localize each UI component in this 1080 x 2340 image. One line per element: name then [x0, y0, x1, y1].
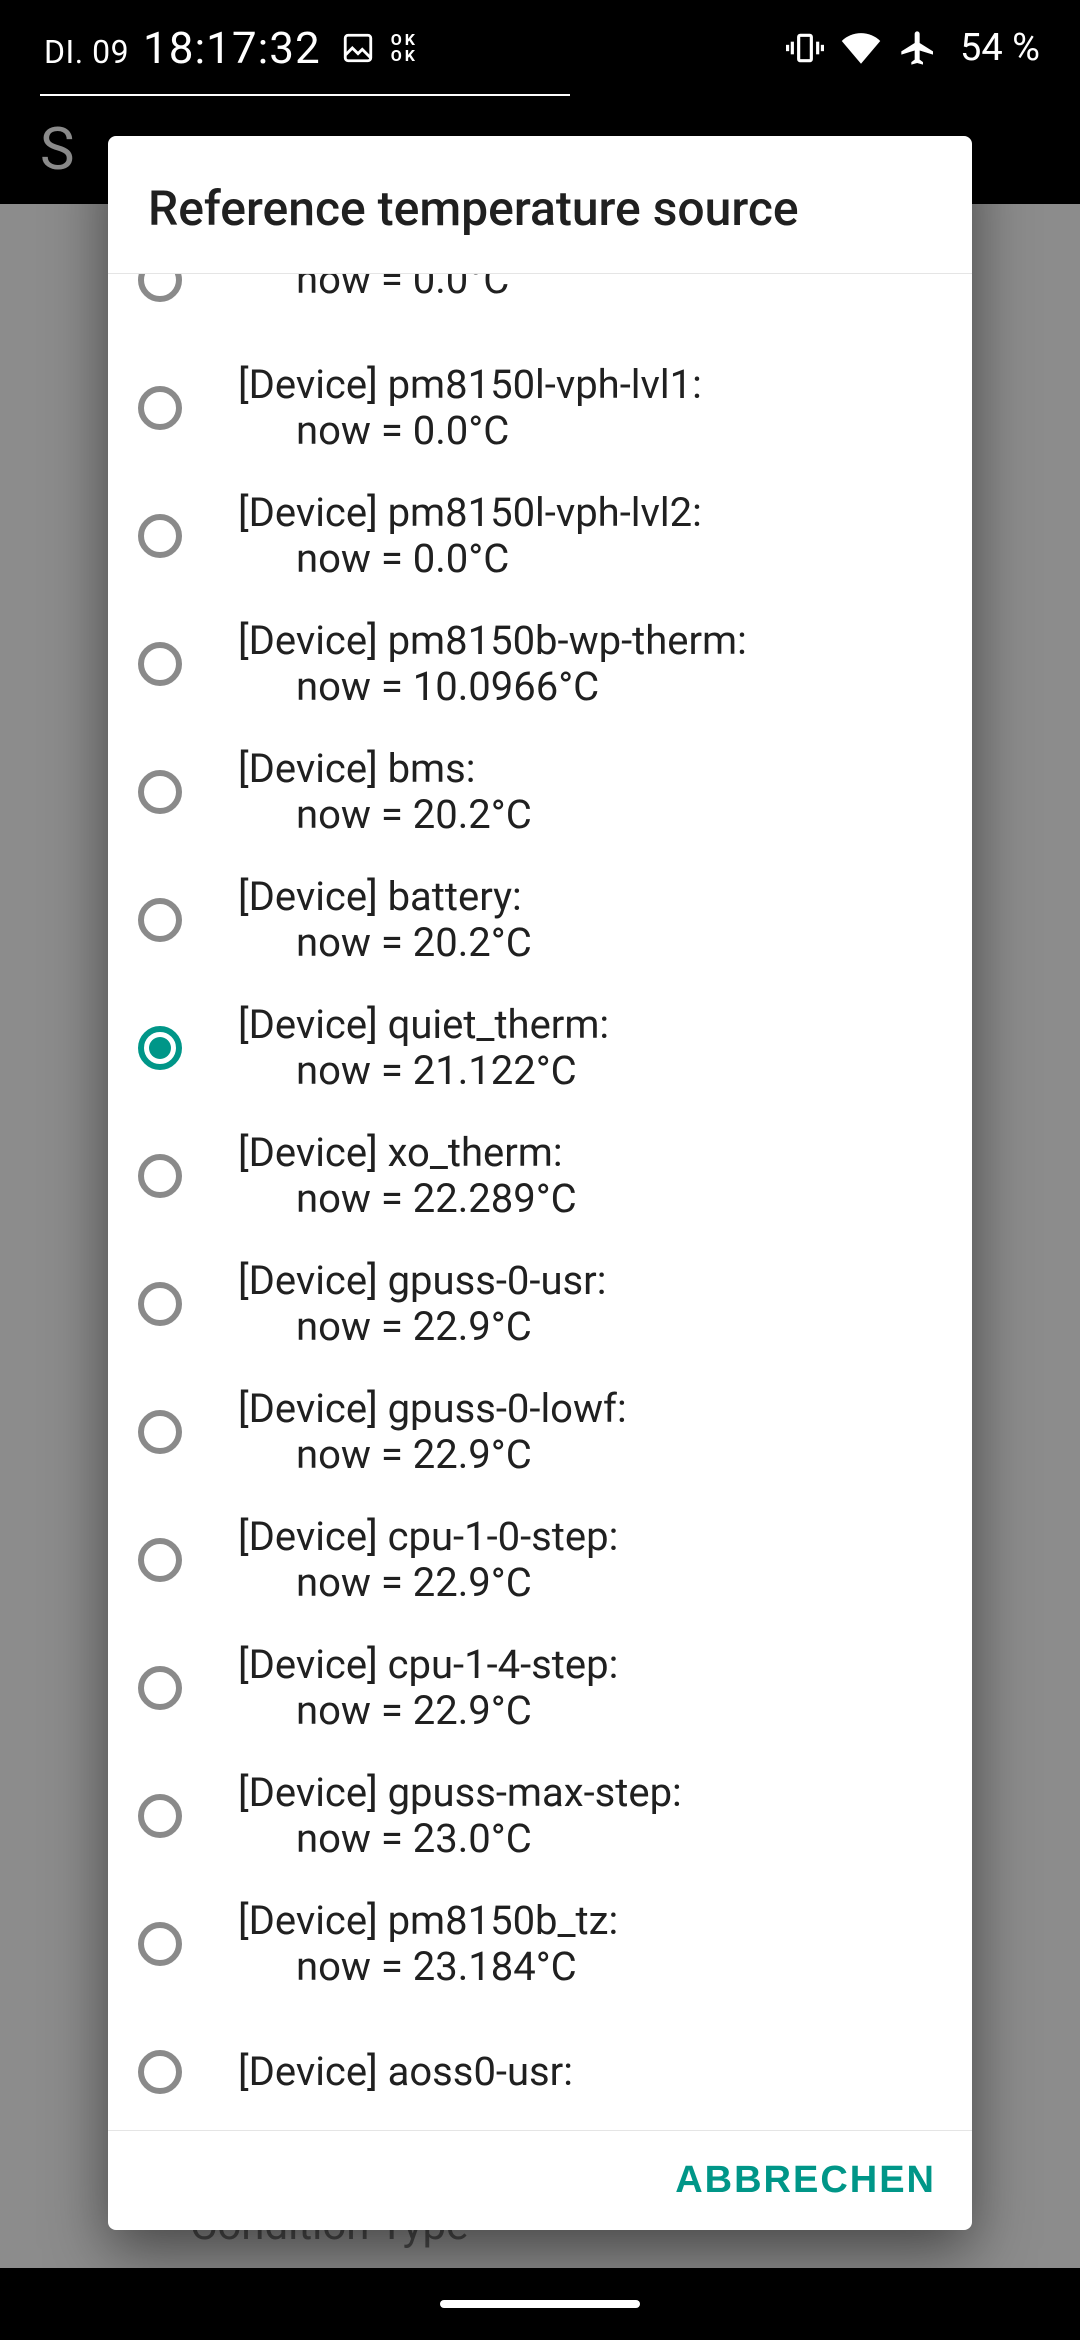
status-time: 18:17:32 [143, 22, 321, 74]
radio-icon[interactable] [138, 2050, 182, 2094]
radio-option[interactable]: [Device] pm8150b-wp-therm:now = 10.0966°… [108, 600, 972, 728]
radio-icon[interactable] [138, 1922, 182, 1966]
radio-option[interactable]: [Device] quiet_therm:now = 21.122°C [108, 984, 972, 1112]
vibrate-icon [786, 29, 824, 67]
option-label: [Device] xo_therm: [238, 1130, 942, 1176]
radio-option[interactable]: [Device] xo_therm:now = 22.289°C [108, 1112, 972, 1240]
radio-option[interactable]: [Device] gpuss-0-usr:now = 22.9°C [108, 1240, 972, 1368]
dialog-reference-temperature: Reference temperature source now = 0.0°C… [108, 136, 972, 2230]
option-label: [Device] cpu-1-0-step: [238, 1514, 942, 1560]
option-sub: now = 22.289°C [238, 1176, 942, 1222]
radio-option[interactable]: now = 0.0°C [108, 274, 972, 344]
dialog-option-list[interactable]: now = 0.0°C[Device] pm8150l-vph-lvl1:now… [108, 274, 972, 2130]
option-sub: now = 23.184°C [238, 1944, 942, 1990]
option-sub: now = 21.122°C [238, 1048, 942, 1094]
radio-icon[interactable] [138, 1666, 182, 1710]
radio-option[interactable]: [Device] battery:now = 20.2°C [108, 856, 972, 984]
radio-option[interactable]: [Device] gpuss-max-step:now = 23.0°C [108, 1752, 972, 1880]
option-label: [Device] cpu-1-4-step: [238, 1642, 942, 1688]
option-text: [Device] gpuss-0-lowf:now = 22.9°C [238, 1386, 942, 1478]
option-sub: now = 22.9°C [238, 1432, 942, 1478]
option-sub: now = 22.9°C [238, 1304, 942, 1350]
option-sub: now = 22.9°C [238, 1688, 942, 1734]
option-label: [Device] aoss0-usr: [238, 2049, 942, 2095]
option-sub: now = 10.0966°C [238, 664, 942, 710]
radio-icon[interactable] [138, 386, 182, 430]
radio-option[interactable]: [Device] pm8150l-vph-lvl1:now = 0.0°C [108, 344, 972, 472]
radio-icon[interactable] [138, 1794, 182, 1838]
navigation-bar [0, 2268, 1080, 2340]
radio-icon[interactable] [138, 898, 182, 942]
cancel-button[interactable]: ABBRECHEN [675, 2159, 936, 2202]
option-sub: now = 0.0°C [238, 274, 942, 303]
radio-icon[interactable] [138, 274, 182, 302]
radio-option[interactable]: [Device] pm8150b_tz:now = 23.184°C [108, 1880, 972, 2008]
option-text: [Device] pm8150l-vph-lvl2:now = 0.0°C [238, 490, 942, 582]
status-date: DI. 09 [44, 33, 129, 71]
option-sub: now = 20.2°C [238, 792, 942, 838]
option-text: [Device] quiet_therm:now = 21.122°C [238, 1002, 942, 1094]
ok-ok-icon: OK OK [391, 32, 418, 64]
picture-icon [341, 31, 375, 65]
option-label: [Device] gpuss-max-step: [238, 1770, 942, 1816]
option-sub: now = 23.0°C [238, 1816, 942, 1862]
radio-option[interactable]: [Device] cpu-1-4-step:now = 22.9°C [108, 1624, 972, 1752]
option-sub: now = 0.0°C [238, 408, 942, 454]
option-sub: now = 0.0°C [238, 536, 942, 582]
radio-icon[interactable] [138, 1410, 182, 1454]
option-text: [Device] xo_therm:now = 22.289°C [238, 1130, 942, 1222]
radio-icon[interactable] [138, 770, 182, 814]
option-label: [Device] pm8150l-vph-lvl1: [238, 362, 942, 408]
option-text: [Device] pm8150b_tz:now = 23.184°C [238, 1898, 942, 1990]
radio-icon[interactable] [138, 1026, 182, 1070]
wifi-icon [840, 27, 882, 69]
radio-option[interactable]: [Device] bms:now = 20.2°C [108, 728, 972, 856]
option-label: [Device] quiet_therm: [238, 1002, 942, 1048]
radio-option[interactable]: [Device] gpuss-0-lowf:now = 22.9°C [108, 1368, 972, 1496]
option-label: [Device] gpuss-0-lowf: [238, 1386, 942, 1432]
option-text: [Device] cpu-1-0-step:now = 22.9°C [238, 1514, 942, 1606]
option-sub: now = 20.2°C [238, 920, 942, 966]
option-text: [Device] battery:now = 20.2°C [238, 874, 942, 966]
option-label: [Device] pm8150l-vph-lvl2: [238, 490, 942, 536]
option-text: [Device] gpuss-0-usr:now = 22.9°C [238, 1258, 942, 1350]
radio-icon[interactable] [138, 514, 182, 558]
status-left: DI. 09 18:17:32 [44, 22, 321, 74]
option-label: [Device] battery: [238, 874, 942, 920]
option-label: [Device] gpuss-0-usr: [238, 1258, 942, 1304]
dialog-title: Reference temperature source [108, 136, 972, 274]
option-label: [Device] pm8150b_tz: [238, 1898, 942, 1944]
status-icons-left: OK OK [341, 31, 418, 65]
option-text: [Device] pm8150l-vph-lvl1:now = 0.0°C [238, 362, 942, 454]
option-text: now = 0.0°C [238, 274, 942, 303]
option-text: [Device] bms:now = 20.2°C [238, 746, 942, 838]
nav-home-pill[interactable] [440, 2300, 640, 2308]
option-sub: now = 22.9°C [238, 1560, 942, 1606]
option-text: [Device] gpuss-max-step:now = 23.0°C [238, 1770, 942, 1862]
radio-icon[interactable] [138, 1154, 182, 1198]
radio-icon[interactable] [138, 1538, 182, 1582]
radio-option[interactable]: [Device] pm8150l-vph-lvl2:now = 0.0°C [108, 472, 972, 600]
radio-option[interactable]: [Device] aoss0-usr: [108, 2008, 972, 2130]
radio-icon[interactable] [138, 1282, 182, 1326]
option-label: [Device] bms: [238, 746, 942, 792]
option-label: [Device] pm8150b-wp-therm: [238, 618, 942, 664]
option-text: [Device] aoss0-usr: [238, 2049, 942, 2095]
dialog-actions: ABBRECHEN [108, 2130, 972, 2230]
radio-icon[interactable] [138, 642, 182, 686]
status-right: 54 % [786, 26, 1040, 70]
option-text: [Device] pm8150b-wp-therm:now = 10.0966°… [238, 618, 942, 710]
option-text: [Device] cpu-1-4-step:now = 22.9°C [238, 1642, 942, 1734]
radio-option[interactable]: [Device] cpu-1-0-step:now = 22.9°C [108, 1496, 972, 1624]
status-bar: DI. 09 18:17:32 OK OK 54 % [0, 0, 1080, 96]
airplane-icon [898, 28, 938, 68]
battery-percent: 54 % [960, 26, 1040, 70]
